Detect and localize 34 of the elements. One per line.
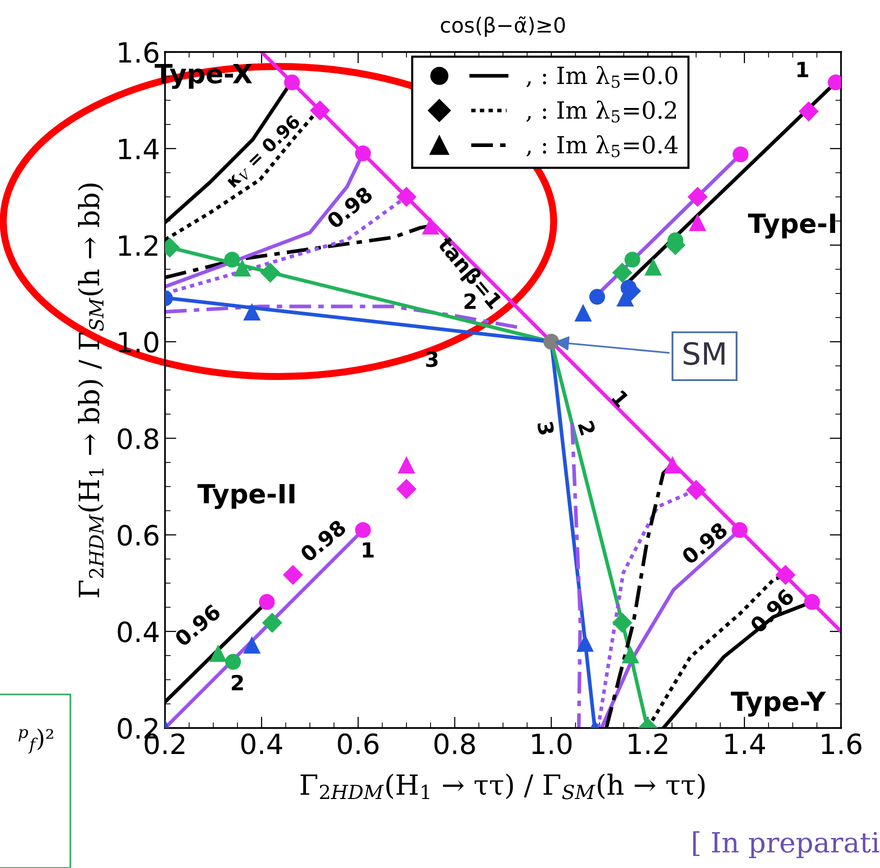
annotation: 1 [797,62,808,78]
annotation: Type-Y [730,692,826,717]
y-tick-label: 0.6 [118,524,158,546]
text: [ In preparati [693,831,880,858]
x-tick-label: 1.2 [628,733,668,754]
y-axis-title: Γ$_{2HDM}$(H$_{1}$ → bb) / Γ$_{SM}$(h → bb) [78,184,104,598]
y-tick-label: 1.2 [119,235,158,256]
y-tick-label: 1.0 [119,332,158,353]
annotation: 1 [611,390,630,408]
x-tick-label: 0.4 [241,733,282,754]
y-tick-label: 1.4 [119,138,159,160]
annotation: 1 [362,542,374,558]
legend-label: , : Im λ$_{5}$=0.0 [526,66,678,88]
x-tick-label: 0.8 [434,733,475,754]
annotation: 3 [537,421,555,436]
chart-title: cos(β−α̃)≥0 [440,16,565,37]
annotation: 2 [578,420,596,436]
x-tick-label: 1.6 [822,733,862,754]
x-tick-label: 0.6 [338,733,378,754]
x-axis-title: Γ$_{2HDM}$(H$_{1}$ → ττ) / Γ$_{SM}$(h → ττ) [300,774,705,800]
annotation: κ$_{V}$ = 0.96 [224,114,303,190]
annotation: 2 [232,674,243,690]
y-tick-label: 0.8 [118,428,158,450]
annotation: SM [684,342,724,366]
annotation: 3 [426,351,438,368]
y-tick-label: 0.4 [118,621,159,642]
y-tick-label: 1.6 [119,42,158,63]
x-tick-label: 1.0 [532,733,572,754]
annotation: Type-II [197,484,294,509]
legend-label: , : Im λ$_{5}$=0.4 [526,135,678,158]
x-tick-label: 1.4 [725,734,765,754]
text: $^{p}$$_{f}$)² [18,728,54,754]
annotation: Type-I [748,214,836,239]
legend-label: , : Im λ$_{5}$=0.2 [526,100,676,123]
